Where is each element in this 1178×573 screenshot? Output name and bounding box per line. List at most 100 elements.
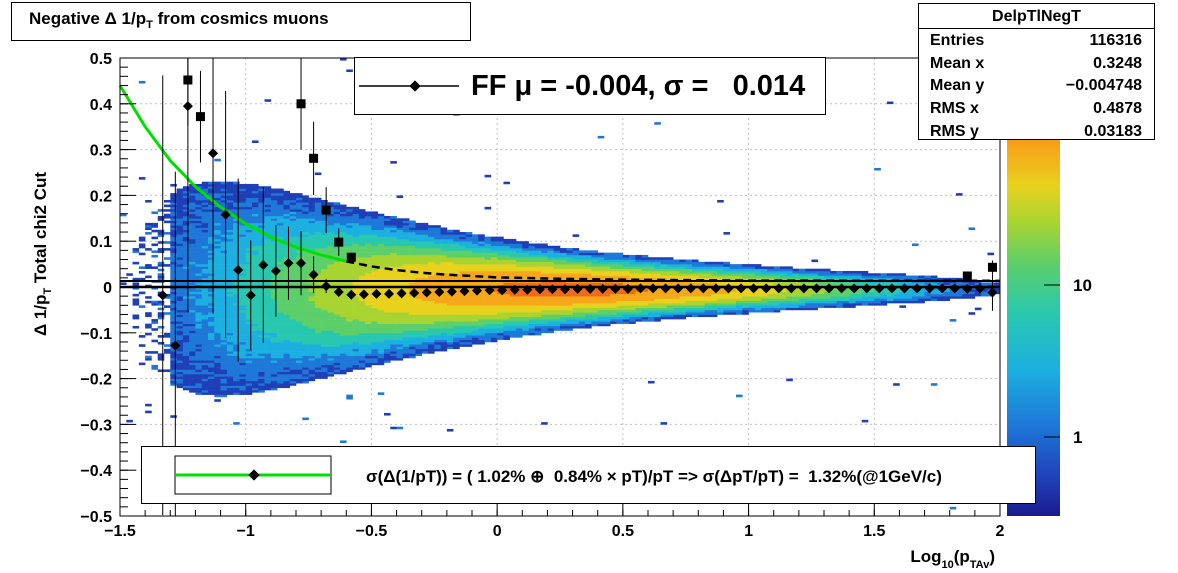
heatmap-cell	[245, 236, 253, 240]
heatmap-cell	[446, 261, 454, 265]
heatmap-cell	[340, 282, 347, 286]
heatmap-cell	[597, 264, 605, 267]
heatmap-cell	[195, 357, 203, 361]
heatmap-cell	[214, 293, 221, 297]
heatmap-cell	[327, 291, 335, 295]
heatmap-cell	[365, 337, 372, 340]
heatmap-cell	[553, 314, 561, 318]
heatmap-cell	[402, 346, 410, 350]
heatmap-cell	[358, 254, 366, 258]
heatmap-cell	[358, 341, 366, 345]
heatmap-cell	[484, 254, 492, 258]
heatmap-cell	[245, 325, 253, 329]
heatmap-cell	[170, 206, 177, 210]
heatmap-cell	[390, 245, 397, 249]
heatmap-cell	[358, 298, 366, 302]
heatmap-cell	[402, 261, 410, 265]
heatmap-cell	[610, 277, 617, 281]
heatmap-cell	[478, 296, 485, 299]
heatmap-cell	[132, 282, 140, 286]
heatmap-cell	[252, 197, 259, 201]
heatmap-cell	[189, 266, 196, 269]
heatmap-cell	[302, 332, 309, 336]
heatmap-cell	[409, 282, 416, 286]
heatmap-cell	[220, 220, 228, 224]
heatmap-cell	[220, 289, 228, 292]
heatmap-cell	[302, 289, 309, 292]
heatmap-cell	[270, 371, 278, 375]
heatmap-cell	[226, 387, 234, 391]
heatmap-cell	[585, 293, 592, 297]
heatmap-cell	[258, 341, 265, 345]
heatmap-cell	[239, 259, 247, 263]
heatmap-cell	[654, 316, 661, 320]
heatmap-cell	[428, 339, 435, 343]
heatmap-cell	[157, 250, 165, 253]
heatmap-cell	[164, 216, 171, 219]
heatmap-cell	[189, 236, 196, 240]
heatmap-cell	[170, 204, 177, 208]
heatmap-cell	[597, 323, 605, 327]
heatmap-cell	[277, 291, 284, 295]
heatmap-cell	[352, 273, 360, 276]
heatmap-cell	[214, 266, 221, 269]
heatmap-cell	[497, 335, 504, 338]
heatmap-cell	[220, 309, 228, 313]
heatmap-cell	[176, 367, 184, 370]
heatmap-cell	[522, 264, 529, 267]
heatmap-cell	[503, 303, 511, 306]
heatmap-cell	[220, 197, 228, 201]
heatmap-cell	[327, 259, 335, 263]
heatmap-cell	[434, 312, 441, 315]
heatmap-cell	[409, 259, 416, 263]
heatmap-cell	[176, 341, 184, 345]
heatmap-cell	[138, 252, 146, 256]
heatmap-cell	[302, 355, 309, 359]
heatmap-cell	[201, 287, 209, 290]
heatmap-cell	[245, 307, 253, 311]
heatmap-cell	[258, 325, 265, 329]
heatmap-cell	[239, 252, 247, 256]
heatmap-cell	[440, 245, 448, 249]
heatmap-cell	[208, 371, 215, 375]
heatmap-cell	[277, 257, 284, 260]
heatmap-cell	[195, 337, 203, 340]
heatmap-cell	[465, 312, 473, 315]
heatmap-cell	[289, 300, 297, 304]
heatmap-cell	[377, 225, 385, 228]
heatmap-cell	[245, 362, 253, 366]
heatmap-cell	[201, 346, 209, 350]
heatmap-cell	[151, 287, 159, 290]
heatmap-cell	[478, 298, 485, 302]
heatmap-cell	[258, 291, 265, 295]
heatmap-cell	[396, 227, 404, 231]
heatmap-cell	[346, 314, 353, 318]
heatmap-cell	[333, 348, 341, 352]
heatmap-cell	[560, 321, 567, 324]
heatmap-cell	[226, 254, 234, 258]
heatmap-cell	[296, 341, 303, 345]
heatmap-cell	[402, 303, 410, 306]
heatmap-cell	[314, 206, 322, 210]
heatmap-cell	[145, 312, 152, 315]
heatmap-cell	[208, 209, 215, 212]
heatmap-cell	[226, 337, 234, 340]
heatmap-cell	[195, 268, 203, 272]
heatmap-cell	[245, 275, 253, 279]
heatmap-cell	[270, 291, 278, 295]
heatmap-cell	[333, 312, 341, 315]
heatmap-cell	[289, 213, 297, 217]
heatmap-cell	[352, 341, 360, 345]
heatmap-cell	[478, 293, 485, 297]
heatmap-cell	[132, 277, 140, 281]
heatmap-cell	[252, 259, 259, 263]
heatmap-cell	[409, 303, 416, 306]
heatmap-cell	[208, 341, 215, 345]
heatmap-cell	[333, 213, 341, 217]
heatmap-cell	[270, 293, 278, 297]
heatmap-cell	[252, 364, 259, 368]
heatmap-cell	[490, 325, 498, 329]
heatmap-cell	[302, 275, 309, 279]
heatmap-cell	[195, 303, 203, 306]
heatmap-cell	[503, 323, 511, 327]
